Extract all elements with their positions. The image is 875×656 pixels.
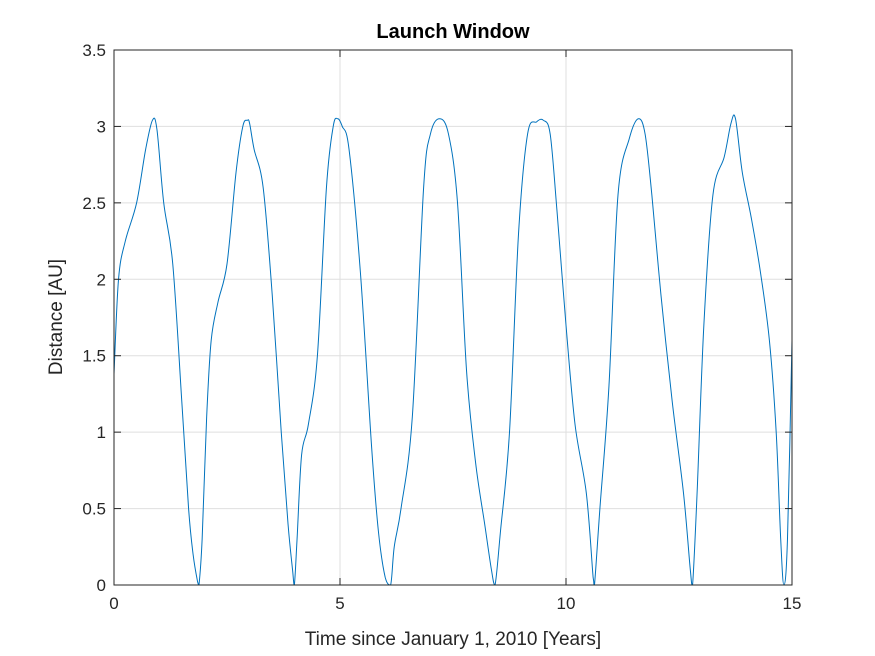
y-tick-label: 1.5 — [82, 347, 106, 366]
grid-lines — [113, 49, 793, 586]
tick-marks — [113, 49, 793, 586]
y-tick-labels: 0 0.5 1 1.5 2 2.5 3 3.5 — [82, 41, 106, 595]
series-layer — [113, 114, 793, 586]
x-tick-label: 15 — [783, 594, 802, 613]
y-tick-label: 2 — [97, 270, 106, 289]
x-axis-label: Time since January 1, 2010 [Years] — [305, 629, 601, 650]
y-tick-label: 0 — [97, 576, 106, 595]
y-axis-label: Distance [AU] — [46, 259, 67, 375]
plot-frame — [113, 49, 793, 586]
plot-area — [114, 50, 792, 585]
series-line — [113, 114, 793, 586]
y-tick-label: 3.5 — [82, 41, 106, 60]
y-tick-label: 3 — [97, 117, 106, 136]
chart-title: Launch Window — [376, 21, 530, 43]
x-tick-label: 0 — [109, 594, 118, 613]
y-tick-label: 0.5 — [82, 500, 106, 519]
x-tick-label: 10 — [557, 594, 576, 613]
x-tick-label: 5 — [335, 594, 344, 613]
y-tick-label: 1 — [97, 423, 106, 442]
x-tick-labels: 0 5 10 15 — [109, 594, 801, 613]
y-tick-label: 2.5 — [82, 194, 106, 213]
